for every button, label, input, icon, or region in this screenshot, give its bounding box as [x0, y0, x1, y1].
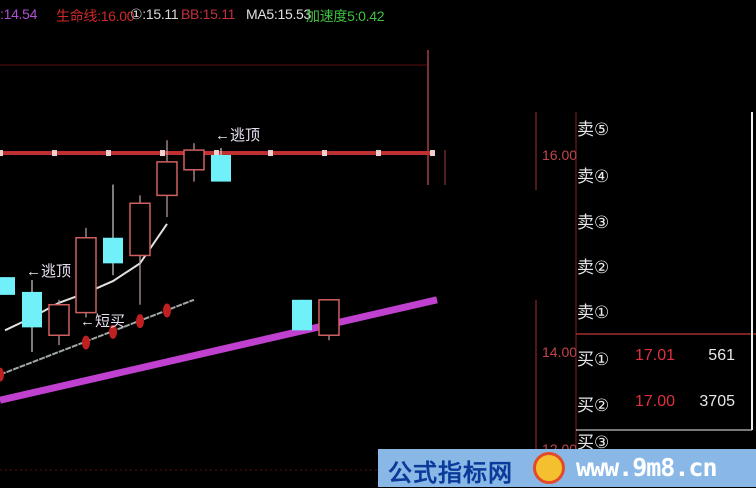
lifeline-marker: [430, 150, 435, 157]
sell-label: 卖②: [577, 258, 610, 277]
lifeline-marker: [160, 150, 165, 157]
sell-label: 卖④: [577, 167, 610, 186]
candle-body: [48, 303, 70, 337]
candle-body: [103, 237, 123, 264]
buy-3-row: 买③: [577, 428, 753, 454]
order-book: 卖⑤ 卖④ 卖③ 卖② 卖① 买① 17.01 561 买② 17.00 370…: [577, 110, 753, 452]
site-name: 公式指标网: [388, 460, 513, 487]
candle-body: [292, 299, 312, 331]
trend-line: [0, 296, 438, 404]
lifeline-marker: [106, 150, 111, 157]
buy-volume: 561: [708, 347, 735, 364]
candle-body: [211, 155, 231, 182]
short-buy-marker: [136, 314, 144, 329]
indicator-1-value: ①:15.11: [130, 6, 179, 22]
sell-label: 卖①: [577, 303, 610, 322]
buy-price: 17.00: [634, 393, 675, 410]
candle-body: [129, 202, 151, 257]
axis-label-14: 14.00: [542, 344, 578, 360]
lifeline-marker: [214, 150, 219, 157]
candle-body: [156, 161, 178, 197]
candle-body: [0, 277, 15, 295]
sell-3-row: 卖③: [577, 208, 753, 234]
short-buy-marker: [109, 324, 117, 339]
site-url: www.9m8.cn: [576, 453, 718, 482]
short-buy-annotation: ←短买: [80, 313, 126, 330]
buy-label: 买③: [577, 433, 610, 452]
site-logo-icon: [533, 452, 565, 484]
bb-value: BB:15.11: [181, 6, 236, 22]
lifeline-marker: [0, 150, 3, 157]
acceleration-value: 加速度5:0.42: [306, 8, 385, 24]
lifeline-marker: [52, 150, 57, 157]
buy-price: 17.01: [634, 347, 675, 364]
candle-body: [22, 291, 42, 328]
lifeline-marker: [322, 150, 327, 157]
candle-body: [183, 149, 205, 171]
sell-1-row: 卖①: [577, 298, 753, 324]
buy-volume: 3705: [699, 393, 735, 410]
indicator-value: :14.54: [0, 6, 38, 22]
sell-4-row: 卖④: [577, 162, 753, 188]
buy-1-row: 买① 17.01 561: [577, 345, 753, 371]
buy-2-row: 买② 17.00 3705: [577, 391, 753, 417]
sell-5-row: 卖⑤: [577, 115, 753, 141]
buy-label: 买①: [577, 350, 610, 369]
axis-label-16: 16.00: [542, 147, 578, 163]
lifeline-marker: [376, 150, 381, 157]
short-buy-marker: [82, 335, 90, 350]
sell-label: 卖③: [577, 213, 610, 232]
lifeline-marker: [268, 150, 273, 157]
watermark-banner: 公式指标网 www.9m8.cn: [378, 449, 756, 487]
buy-label: 买②: [577, 396, 610, 415]
candle-body: [318, 299, 340, 337]
short-line: [0, 298, 195, 376]
escape-top-annotation: ←逃顶: [215, 127, 261, 144]
sell-label: 卖⑤: [577, 120, 610, 139]
short-buy-marker: [163, 303, 171, 318]
escape-top-annotation: ←逃顶: [26, 263, 72, 280]
sell-2-row: 卖②: [577, 253, 753, 279]
ma5-value: MA5:15.53: [246, 6, 312, 22]
lifeline-value: 生命线:16.00: [56, 8, 135, 24]
candle-body: [75, 236, 97, 314]
short-buy-marker: [0, 367, 4, 382]
